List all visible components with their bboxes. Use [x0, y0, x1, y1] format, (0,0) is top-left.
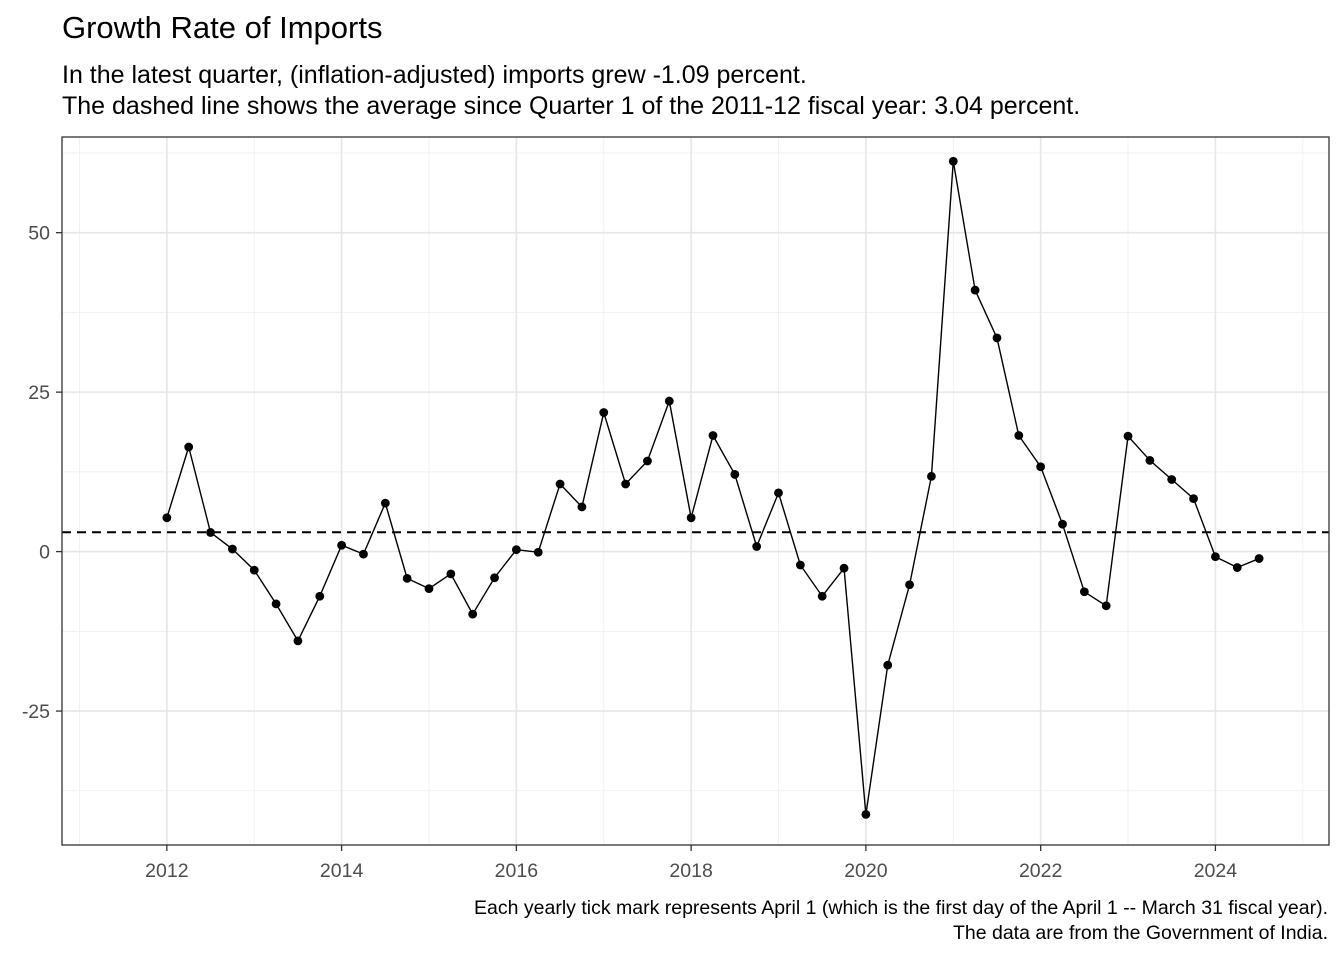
axis-ticks [56, 232, 1217, 851]
y-tick-label: 0 [39, 542, 50, 564]
data-point [1079, 587, 1089, 597]
x-tick-label: 2024 [1194, 860, 1238, 882]
x-tick-label: 2012 [145, 860, 188, 882]
data-point [795, 560, 805, 570]
data-point [664, 396, 674, 406]
data-point [752, 542, 762, 551]
chart-caption-line-1: Each yearly tick mark represents April 1… [474, 897, 1328, 919]
data-point [708, 431, 718, 440]
data-point [206, 528, 215, 537]
x-tick-label: 2020 [844, 860, 888, 882]
data-point [1211, 552, 1220, 562]
data-point [402, 573, 412, 583]
data-point [1189, 494, 1198, 504]
data-point [184, 442, 194, 452]
data-point [643, 456, 652, 466]
data-point [948, 156, 958, 166]
data-point [1058, 519, 1067, 529]
data-point [774, 488, 783, 498]
data-point [970, 285, 980, 295]
data-point [337, 540, 347, 550]
tick-labels: 2012 2014 2016 2018 2020 2022 2024 -25 0 25 50 [22, 223, 1237, 882]
grid-major [62, 137, 1329, 845]
data-point [1036, 462, 1046, 472]
data-point [686, 513, 696, 523]
data-point [1167, 475, 1177, 484]
x-tick-label: 2018 [669, 860, 712, 882]
data-point [861, 809, 871, 819]
plot-panel-background [62, 137, 1329, 845]
chart-subtitle-line-2: The dashed line shows the average since … [62, 92, 1081, 120]
data-point [599, 408, 609, 417]
data-point [315, 591, 325, 601]
y-tick-label: -25 [22, 701, 50, 723]
data-point [249, 565, 259, 575]
data-point [1123, 431, 1133, 441]
data-point [1254, 554, 1264, 563]
data-point [468, 609, 478, 619]
data-point [424, 584, 434, 593]
plot-panel-border [61, 136, 1330, 846]
data-point [533, 547, 543, 557]
data-points [162, 156, 1264, 819]
data-point [1014, 431, 1024, 440]
x-tick-label: 2014 [320, 860, 364, 882]
chart-title: Growth Rate of Imports [62, 10, 383, 45]
data-point [293, 636, 303, 646]
data-point [555, 479, 565, 489]
data-point [992, 333, 1002, 343]
data-point [162, 513, 172, 523]
x-tick-label: 2022 [1019, 860, 1062, 882]
data-point [927, 471, 936, 481]
data-point [359, 549, 368, 559]
chart-caption-line-2: The data are from the Government of Indi… [952, 922, 1328, 944]
data-point [490, 573, 499, 583]
x-tick-label: 2016 [495, 860, 538, 882]
data-point [1232, 563, 1242, 572]
data-point [1101, 601, 1111, 611]
chart-subtitle-line-1: In the latest quarter, (inflation-adjust… [62, 61, 807, 89]
data-point [1145, 455, 1155, 465]
y-tick-label: 25 [28, 382, 50, 404]
data-point [446, 569, 456, 579]
data-point [730, 470, 740, 479]
data-point [227, 544, 237, 554]
data-point [577, 502, 587, 512]
data-point [817, 591, 827, 601]
data-point [621, 479, 630, 489]
data-point [380, 498, 390, 508]
data-point [839, 563, 849, 573]
data-point [905, 580, 914, 590]
data-point [511, 545, 521, 555]
y-tick-label: 50 [28, 223, 50, 245]
data-point [883, 660, 893, 670]
data-point [271, 599, 281, 609]
